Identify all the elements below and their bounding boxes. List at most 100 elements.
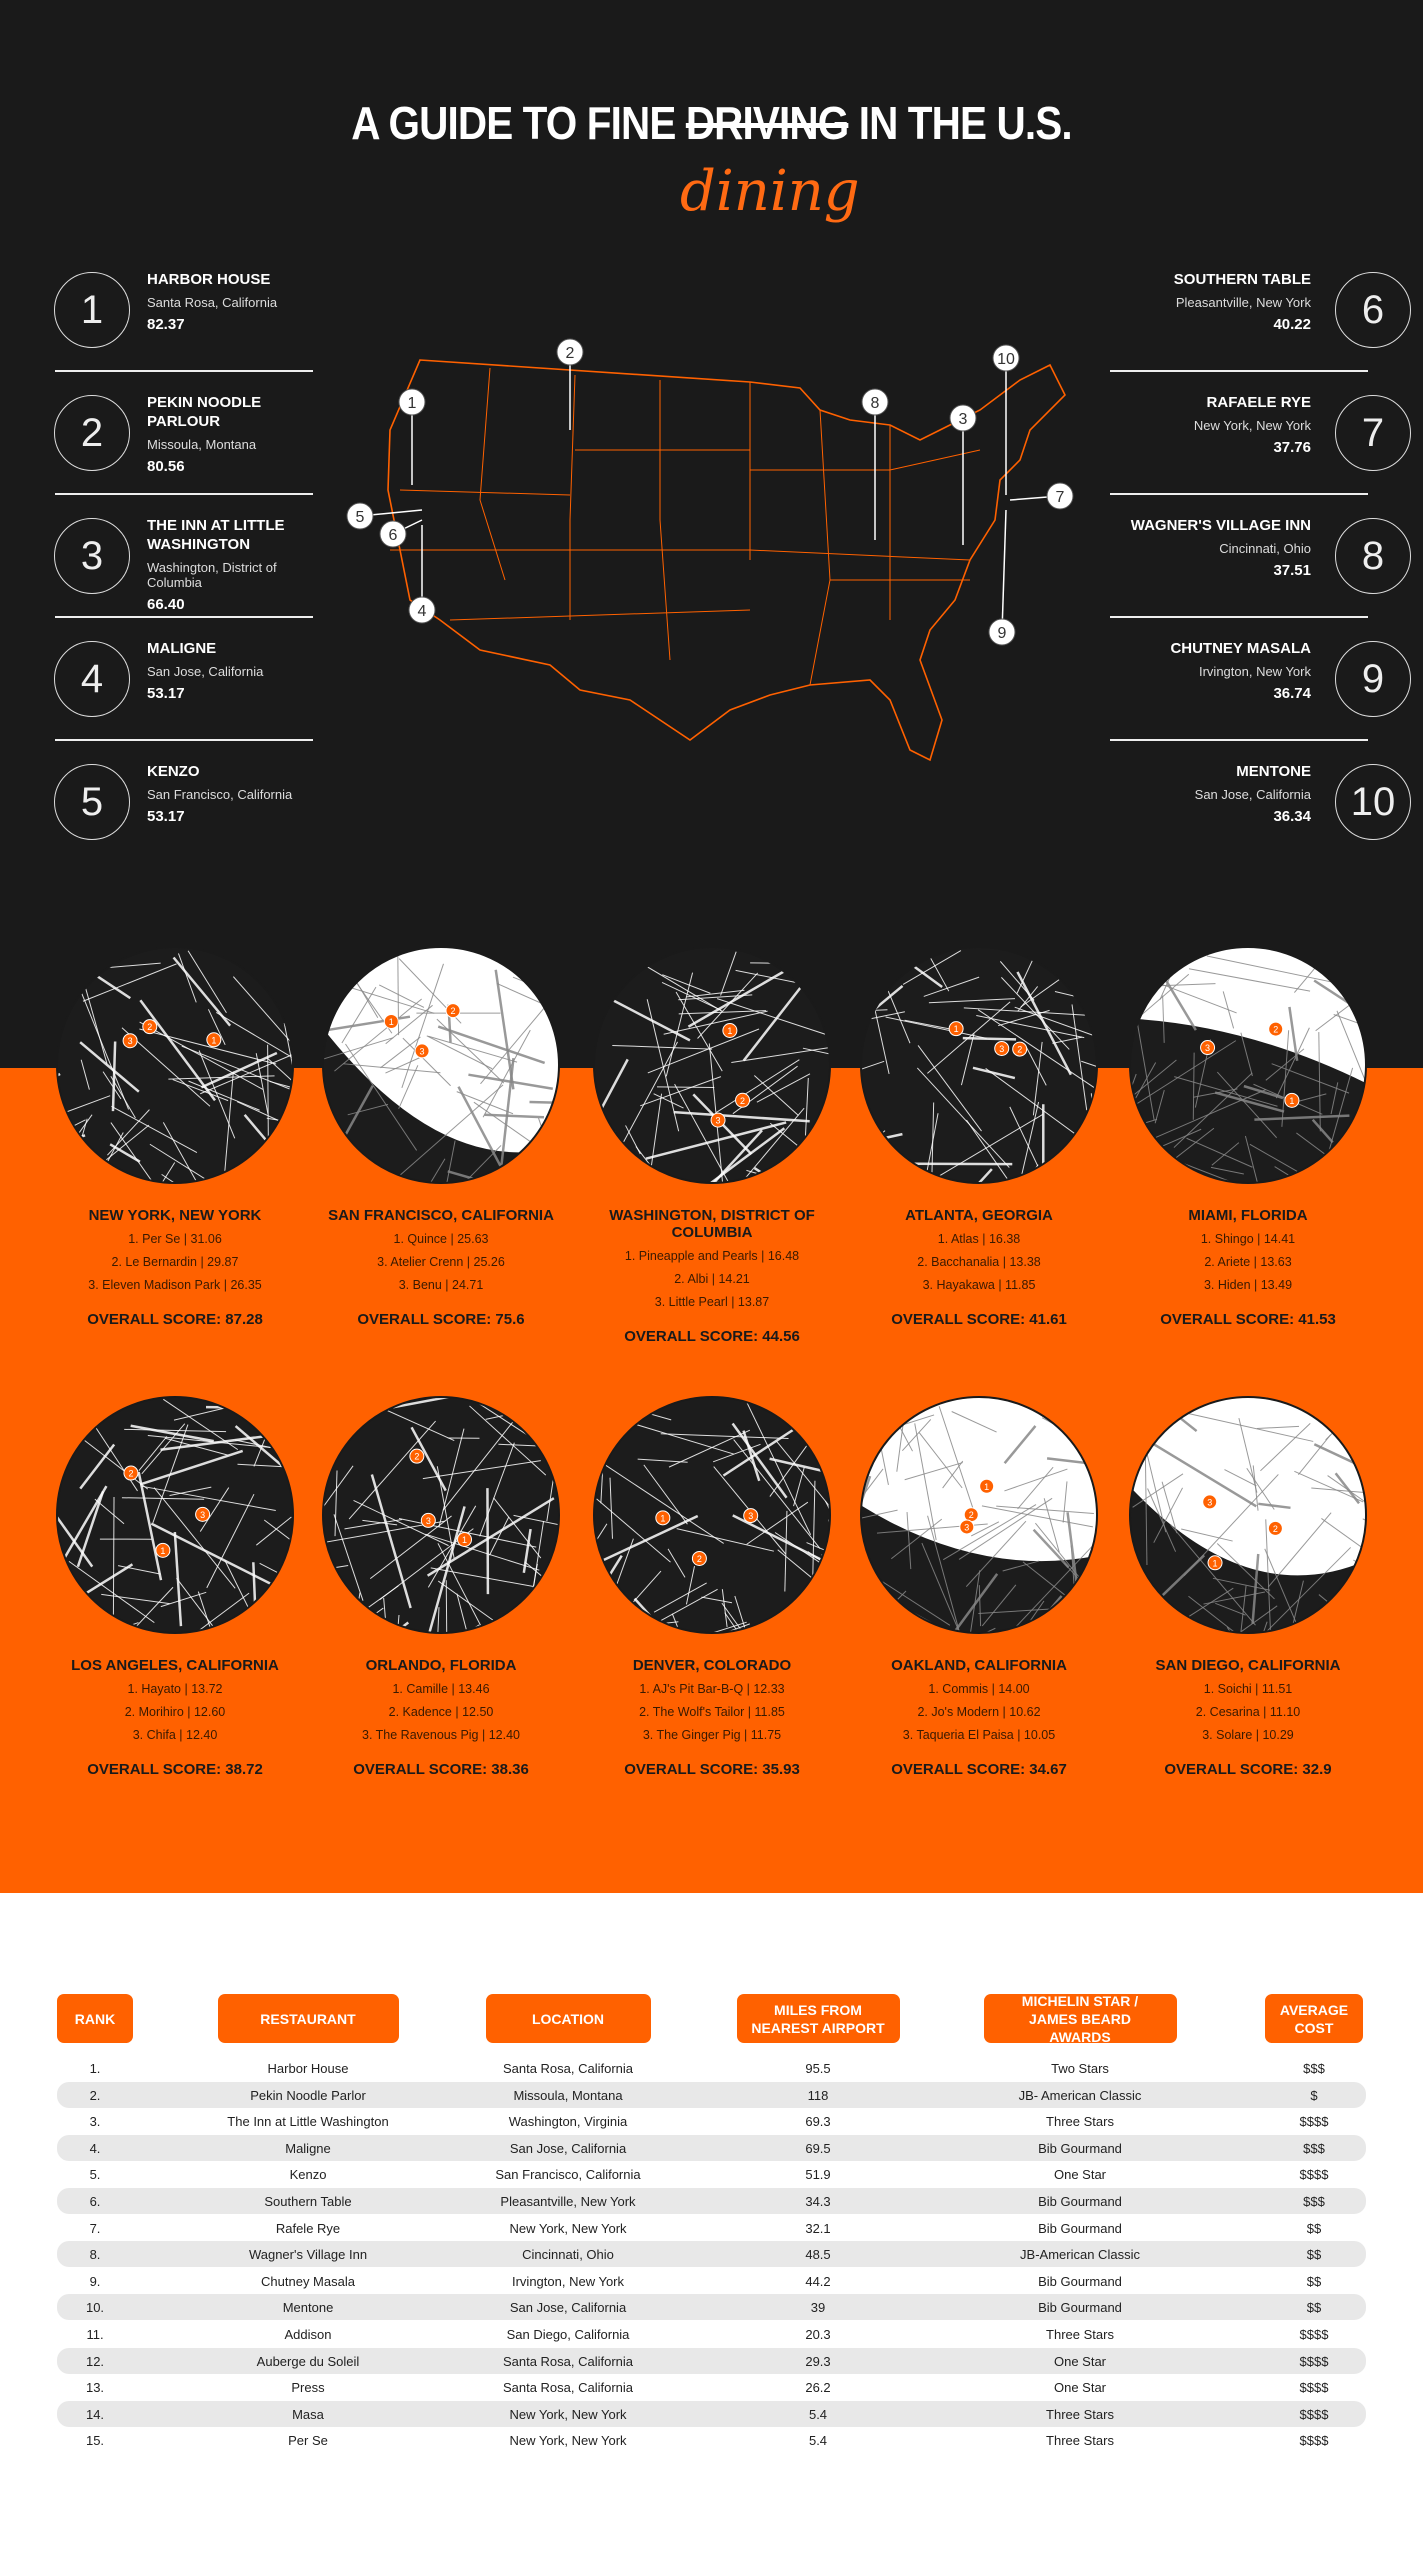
svg-text:3: 3 — [999, 1044, 1004, 1054]
restaurant-pin[interactable]: 3 — [1200, 1040, 1216, 1056]
table-cell: $$$$ — [1299, 2406, 1329, 2422]
map-pin[interactable]: 7 — [1046, 482, 1074, 510]
city-restaurant: 1. Pineapple and Pearls | 16.48 — [624, 1249, 800, 1263]
city-name: SAN FRANCISCO, CALIFORNIA — [328, 1207, 554, 1224]
table-cell: 13. — [85, 2380, 105, 2396]
table-cell: Three Stars — [1046, 2433, 1114, 2449]
restaurant-pin[interactable]: 3 — [420, 1512, 436, 1528]
column-header[interactable]: RESTAURANT — [217, 1994, 399, 2043]
restaurant-pin[interactable]: 3 — [414, 1043, 430, 1059]
restaurant-pin[interactable]: 1 — [155, 1542, 171, 1558]
table-cell: Santa Rosa, California — [502, 2353, 634, 2369]
divider — [55, 493, 313, 495]
city-map: 1 2 3 — [860, 946, 1098, 1184]
restaurant-pin[interactable]: 1 — [655, 1510, 671, 1526]
restaurant-pin[interactable]: 2 — [1267, 1520, 1283, 1536]
ranking-item: 4 MALIGNE San Jose, California 53.17 — [0, 629, 300, 729]
table-cell: Bib Gourmand — [1038, 2273, 1122, 2289]
table-cell: $$$$ — [1299, 2380, 1329, 2396]
restaurant-pin[interactable]: 1 — [979, 1478, 995, 1494]
city-restaurant: 2. Le Bernardin | 29.87 — [111, 1255, 239, 1269]
table-cell: 69.3 — [805, 2114, 831, 2130]
divider — [1110, 493, 1368, 495]
restaurant-pin[interactable]: 1 — [722, 1022, 738, 1038]
table-cell: San Jose, California — [509, 2140, 627, 2156]
map-pin[interactable]: 6 — [379, 520, 407, 548]
city-restaurant: 2. Cesarina | 11.10 — [1195, 1705, 1301, 1719]
city-name: ORLANDO, FLORIDA — [365, 1657, 517, 1674]
table-row: 4. Maligne San Jose, California 69.5 Bib Gou… — [57, 2134, 1366, 2161]
city-name: LOS ANGELES, CALIFORNIA — [71, 1657, 279, 1674]
restaurant-pin[interactable]: 1 — [206, 1032, 222, 1048]
restaurant-pin[interactable]: 3 — [743, 1508, 759, 1524]
table-row: 14. Masa New York, New York 5.4 Three Stars $… — [57, 2400, 1366, 2427]
map-pin[interactable]: 9 — [988, 618, 1016, 646]
column-header[interactable]: RANK — [57, 1994, 133, 2043]
table-cell: $$$ — [1303, 2061, 1325, 2076]
map-pin[interactable]: 5 — [346, 502, 374, 530]
map-pin[interactable]: 4 — [408, 596, 436, 624]
restaurant-pin[interactable]: 2 — [142, 1019, 158, 1035]
restaurant-pin[interactable]: 3 — [959, 1519, 975, 1535]
table-row: 9. Chutney Masala Irvington, New York 44.2 B… — [57, 2268, 1366, 2294]
table-row: 3. The Inn at Little Washington Washington… — [57, 2108, 1366, 2134]
restaurant-name: MENTONE — [1236, 763, 1311, 780]
table-cell: 51.9 — [805, 2167, 831, 2183]
svg-text:3: 3 — [128, 1036, 133, 1046]
state-border — [659, 380, 671, 661]
map-pin[interactable]: 3 — [949, 404, 977, 432]
restaurant-pin[interactable]: 1 — [1207, 1555, 1223, 1571]
table-cell: San Francisco, California — [495, 2167, 641, 2183]
restaurant-pin[interactable]: 3 — [122, 1033, 138, 1049]
table-cell: $ — [1310, 2087, 1318, 2103]
restaurant-pin[interactable]: 2 — [1012, 1041, 1028, 1057]
map-pin-label: 10 — [997, 351, 1015, 368]
table-row: 12. Auberge du Soleil Santa Rosa, Californ… — [57, 2347, 1366, 2374]
restaurant-pin[interactable]: 1 — [457, 1531, 473, 1547]
column-header[interactable]: MILES FROM NEAREST AIRPORT — [736, 1994, 900, 2043]
map-pin[interactable]: 8 — [861, 388, 889, 416]
city-overall-score: OVERALL SCORE: 41.61 — [891, 1311, 1067, 1328]
table-cell: $$$ — [1303, 2140, 1325, 2156]
table-cell: New York, New York — [509, 2220, 627, 2236]
city-restaurant: 1. Quince | 25.63 — [393, 1232, 489, 1246]
table-cell: $$ — [1306, 2273, 1322, 2289]
svg-text:1: 1 — [727, 1026, 732, 1036]
header-section — [0, 0, 1423, 1068]
city-restaurant: 3. Chifa | 12.40 — [132, 1728, 218, 1742]
restaurant-pin[interactable]: 2 — [691, 1550, 707, 1566]
map-pin-label: 2 — [566, 345, 575, 362]
city-restaurant: 1. Soichi | 11.51 — [1203, 1682, 1293, 1696]
svg-text:3: 3 — [1207, 1497, 1212, 1507]
table-cell: 3. — [89, 2114, 101, 2130]
restaurant-pin[interactable]: 2 — [409, 1448, 425, 1464]
restaurant-pin[interactable]: 1 — [1284, 1092, 1300, 1108]
restaurant-pin[interactable]: 1 — [383, 1013, 399, 1029]
city-restaurant: 3. The Ginger Pig | 11.75 — [642, 1728, 782, 1742]
svg-text:1: 1 — [660, 1513, 665, 1523]
table-row: 1. Harbor House Santa Rosa, California 95.5… — [57, 2055, 1366, 2081]
table-cell: Masa — [292, 2406, 324, 2422]
svg-text:2: 2 — [451, 1006, 456, 1016]
restaurant-pin[interactable]: 2 — [963, 1507, 979, 1523]
restaurant-pin[interactable]: 3 — [710, 1112, 726, 1128]
map-pin[interactable]: 10 — [992, 344, 1020, 372]
city-restaurant: 3. The Ravenous Pig | 12.40 — [362, 1728, 520, 1742]
restaurant-pin[interactable]: 2 — [735, 1092, 751, 1108]
column-header[interactable]: AVERAGE COST — [1265, 1994, 1363, 2043]
restaurant-pin[interactable]: 2 — [123, 1465, 139, 1481]
restaurant-pin[interactable]: 3 — [1202, 1494, 1218, 1510]
column-header[interactable]: MICHELIN STAR / JAMES BEARD AWARDS — [983, 1993, 1177, 2045]
table-cell: The Inn at Little Washington — [227, 2114, 389, 2130]
table-cell: 2. — [89, 2087, 101, 2103]
restaurant-pin[interactable]: 2 — [1268, 1021, 1284, 1037]
restaurant-pin[interactable]: 1 — [948, 1021, 964, 1037]
restaurant-pin[interactable]: 3 — [195, 1506, 211, 1522]
column-header[interactable]: LOCATION — [485, 1994, 651, 2043]
table-cell: 8. — [89, 2247, 101, 2263]
restaurant-pin[interactable]: 3 — [994, 1040, 1010, 1056]
map-pin[interactable]: 1 — [398, 388, 426, 416]
map-pin[interactable]: 2 — [556, 338, 584, 366]
restaurant-pin[interactable]: 2 — [445, 1003, 461, 1019]
svg-text:2: 2 — [969, 1510, 974, 1520]
